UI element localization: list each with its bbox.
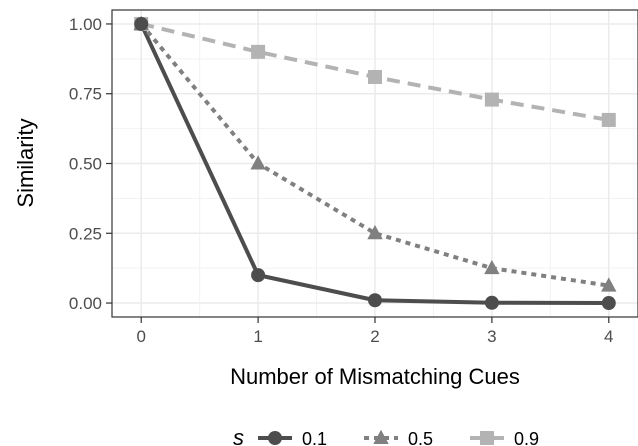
series-line-0.5 xyxy=(139,22,610,288)
data-point-0.1 xyxy=(484,295,499,310)
legend-key-marker-0.1 xyxy=(268,431,282,445)
y-tick-label: 1.00 xyxy=(69,15,102,34)
data-point-0.1 xyxy=(251,268,266,283)
data-point-0.9 xyxy=(484,92,499,107)
data-point-0.1 xyxy=(368,293,382,308)
legend-title: s xyxy=(233,425,244,446)
data-point-0.9 xyxy=(368,69,382,84)
data-point-0.5 xyxy=(250,155,266,170)
data-point-0.5 xyxy=(367,225,383,240)
data-point-0.5 xyxy=(484,259,500,275)
x-tick-label: 3 xyxy=(487,327,496,346)
x-tick-label: 2 xyxy=(370,327,379,346)
x-tick-label: 1 xyxy=(253,327,262,346)
data-point-0.9 xyxy=(251,44,266,59)
x-tick-label: 0 xyxy=(136,327,145,346)
legend-key-marker-0.5 xyxy=(373,429,389,444)
data-point-0.1 xyxy=(134,16,149,31)
y-axis-title: Similarity xyxy=(13,118,38,207)
plot-area xyxy=(111,9,638,318)
data-point-0.9 xyxy=(601,112,616,127)
y-tick-label: 0.25 xyxy=(69,224,102,243)
y-tick-label: 0.00 xyxy=(69,294,102,313)
y-axis-ticks: 0.00 0.25 0.50 0.75 1.00 xyxy=(69,15,112,313)
series-points xyxy=(133,15,617,311)
x-tick-label: 4 xyxy=(604,327,613,346)
legend-key-marker-0.9 xyxy=(480,431,494,445)
legend-label-0.1: 0.1 xyxy=(302,429,327,446)
legend-label-0.5: 0.5 xyxy=(408,429,433,446)
legend: s 0.1 0.5 0.9 xyxy=(233,425,539,446)
y-tick-label: 0.50 xyxy=(69,155,102,174)
legend-items: 0.1 0.5 0.9 xyxy=(258,429,539,446)
data-point-0.5 xyxy=(601,277,617,292)
data-point-0.1 xyxy=(601,296,616,311)
y-tick-label: 0.75 xyxy=(69,85,102,104)
legend-label-0.9: 0.9 xyxy=(514,429,539,446)
x-axis-title: Number of Mismatching Cues xyxy=(230,364,520,389)
x-axis-ticks: 0 1 2 3 4 xyxy=(136,317,614,346)
